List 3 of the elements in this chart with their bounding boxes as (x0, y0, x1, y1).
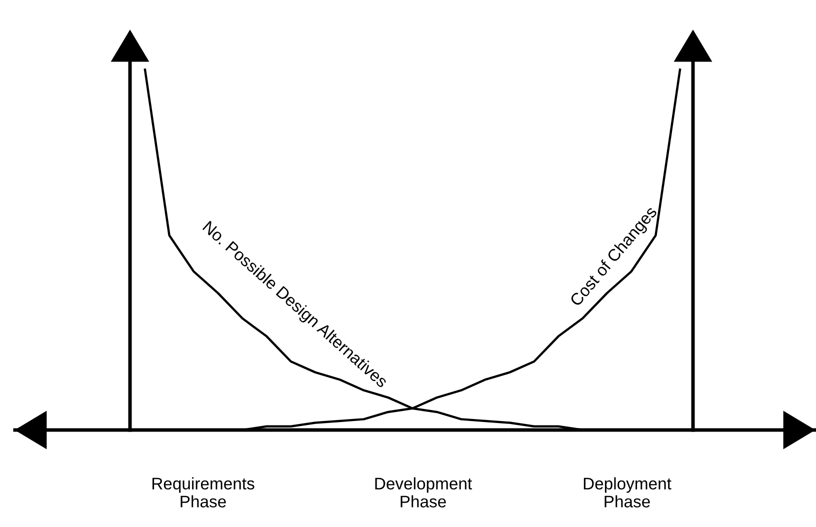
text: Deployment Phase (584, 477, 672, 508)
text: Development Phase (375, 477, 472, 508)
text: Requirements Phase (152, 477, 254, 508)
